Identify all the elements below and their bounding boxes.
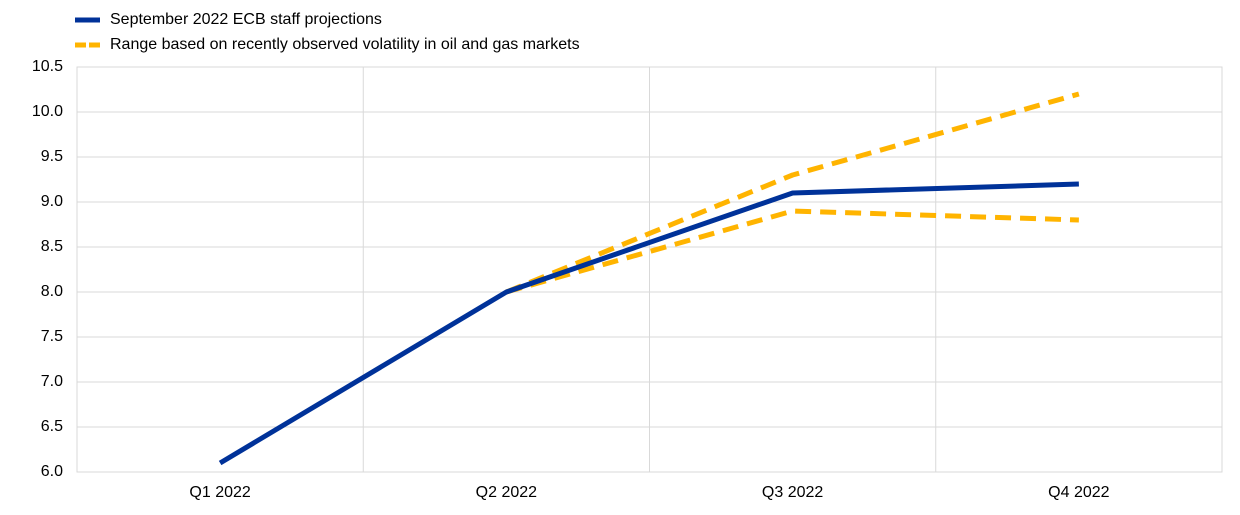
y-tick-label: 6.5 [41,418,63,435]
legend-label: Range based on recently observed volatil… [110,36,580,53]
y-tick-label: 7.5 [41,328,63,345]
y-tick-label: 10.0 [32,103,63,120]
line [218,181,1079,466]
y-tick-label: 8.0 [41,283,63,300]
x-tick-label: Q2 2022 [476,484,537,501]
x-tick-label: Q4 2022 [1048,484,1109,501]
x-tick-label: Q1 2022 [189,484,250,501]
y-tick-label: 9.0 [41,193,63,210]
x-tick-label: Q3 2022 [762,484,823,501]
y-tick-label: 8.5 [41,238,63,255]
y-tick-label: 9.5 [41,148,63,165]
y-tick-label: 7.0 [41,373,63,390]
y-tick-label: 10.5 [32,58,63,75]
line [505,208,1079,295]
legend-label: September 2022 ECB staff projections [110,11,382,28]
line [505,91,1080,295]
y-tick-label: 6.0 [41,463,63,480]
